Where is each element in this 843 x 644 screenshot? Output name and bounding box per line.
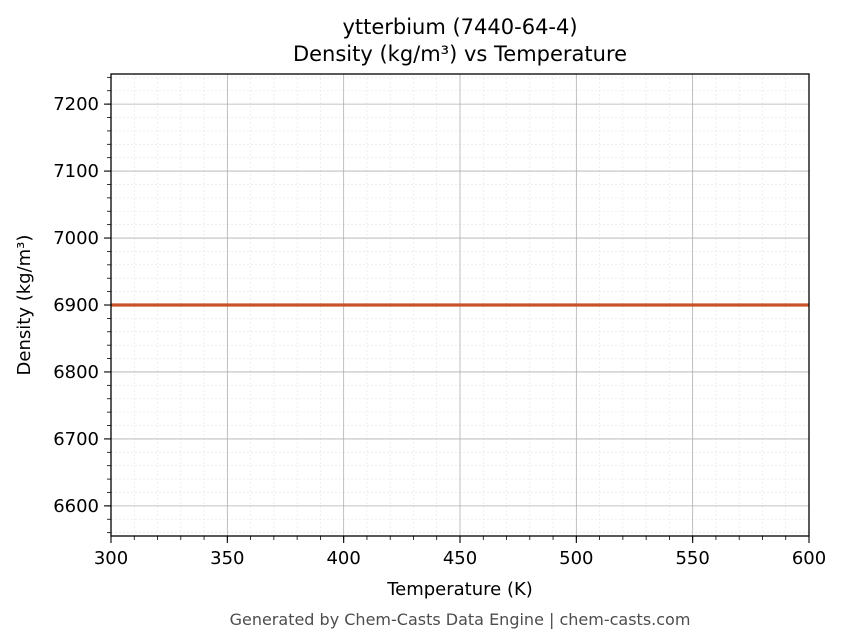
x-tick-label: 300 <box>94 548 128 569</box>
x-tick-label: 400 <box>326 548 360 569</box>
y-tick-label: 7100 <box>53 161 99 182</box>
x-tick-label: 600 <box>792 548 826 569</box>
y-tick-label: 6700 <box>53 429 99 450</box>
axis-ticks <box>104 76 810 543</box>
y-tick-label: 6800 <box>53 362 99 383</box>
chart-subtitle: Density (kg/m³) vs Temperature <box>293 42 627 66</box>
y-tick-label: 6600 <box>53 496 99 517</box>
tick-labels: 300 350 400 450 500 550 600 6600 6700 6800 6900 700… <box>53 94 826 569</box>
x-tick-label: 450 <box>443 548 477 569</box>
chart-title: ytterbium (7440-64-4) <box>342 15 577 39</box>
footer-credit: Generated by Chem-Casts Data Engine | ch… <box>230 610 691 629</box>
x-tick-label: 350 <box>210 548 244 569</box>
x-tick-label: 550 <box>675 548 709 569</box>
y-tick-label: 7200 <box>53 94 99 115</box>
y-axis-label: Density (kg/m³) <box>14 235 35 376</box>
x-axis-label: Temperature (K) <box>386 579 533 600</box>
y-tick-label: 6900 <box>53 295 99 316</box>
y-tick-label: 7000 <box>53 228 99 249</box>
x-tick-label: 500 <box>559 548 593 569</box>
